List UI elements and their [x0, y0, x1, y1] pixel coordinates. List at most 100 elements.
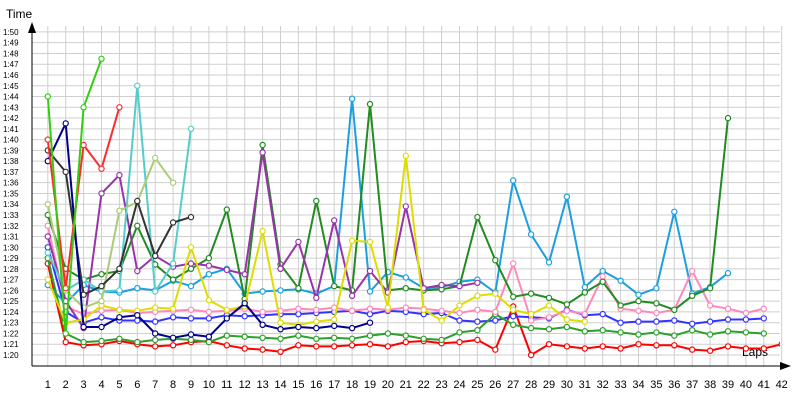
data-point — [724, 328, 732, 335]
y-tick-label: 1:28 — [3, 265, 19, 274]
data-point — [402, 203, 409, 210]
data-point — [492, 346, 499, 353]
y-tick-label: 1:46 — [3, 71, 19, 80]
y-tick-label: 1:22 — [3, 329, 19, 338]
x-tick-label: 25 — [471, 379, 483, 391]
data-point — [545, 314, 553, 321]
y-tick-label: 1:36 — [3, 179, 19, 188]
data-point — [62, 120, 69, 127]
data-point — [44, 93, 52, 100]
data-point — [62, 168, 69, 176]
data-point — [116, 104, 123, 111]
y-tick-label: 1:23 — [3, 319, 19, 328]
data-point — [724, 269, 732, 277]
data-point — [402, 304, 409, 311]
data-point — [706, 318, 714, 325]
data-point — [510, 260, 517, 267]
data-point — [438, 317, 445, 324]
data-point — [134, 197, 141, 205]
y-tick-label: 1:25 — [3, 297, 19, 306]
data-point — [366, 305, 374, 312]
x-tick-label: 24 — [453, 379, 465, 391]
data-point — [653, 318, 660, 325]
data-point — [44, 233, 52, 240]
data-point — [313, 294, 320, 302]
x-tick-label: 33 — [614, 379, 626, 391]
data-point — [205, 308, 213, 316]
data-point — [617, 329, 624, 336]
x-tick-label: 21 — [400, 379, 412, 391]
data-point — [653, 285, 660, 292]
data-point — [259, 149, 266, 156]
data-point — [778, 341, 780, 347]
y-tick-label: 1:30 — [3, 243, 19, 252]
data-point — [653, 300, 660, 307]
data-point — [205, 262, 213, 269]
data-point — [563, 193, 571, 200]
series-12 — [44, 120, 374, 341]
data-point — [134, 312, 141, 319]
y-tick-label: 1:24 — [3, 308, 19, 317]
data-point — [134, 285, 141, 292]
data-point — [438, 307, 445, 314]
x-tick-label: 11 — [221, 379, 232, 391]
data-point — [116, 171, 123, 179]
data-point — [742, 329, 750, 336]
data-point — [760, 345, 768, 352]
y-tick-label: 1:20 — [3, 351, 19, 360]
y-tick-label: 1:47 — [3, 60, 19, 69]
data-point — [116, 265, 123, 272]
series-8 — [44, 152, 589, 328]
x-tick-label: 17 — [328, 379, 340, 391]
y-axis-arrow-icon — [28, 22, 36, 33]
data-point — [44, 136, 52, 143]
data-point — [545, 259, 553, 266]
x-tick-label: 12 — [239, 379, 251, 391]
data-point — [510, 313, 517, 320]
data-point — [151, 318, 159, 325]
data-point — [331, 282, 338, 290]
data-point — [295, 305, 302, 312]
data-point — [724, 305, 732, 312]
data-point — [563, 343, 571, 350]
data-point — [706, 347, 714, 354]
data-point — [187, 315, 195, 322]
x-tick-label: 37 — [686, 379, 698, 391]
data-point — [653, 342, 660, 349]
data-point — [134, 338, 141, 346]
x-tick-label: 6 — [134, 379, 140, 391]
data-point — [80, 104, 87, 111]
data-point — [241, 345, 248, 352]
series-11 — [44, 147, 195, 298]
data-point — [402, 285, 409, 292]
data-point — [456, 282, 463, 290]
data-point — [295, 238, 302, 246]
y-tick-label: 1:32 — [3, 222, 19, 231]
data-point — [492, 257, 499, 264]
data-point — [151, 288, 159, 295]
x-axis-arrow-icon — [780, 362, 791, 370]
data-point — [116, 306, 123, 313]
data-point — [492, 290, 499, 297]
series — [44, 55, 780, 359]
data-point — [62, 285, 69, 292]
data-point — [563, 323, 571, 331]
series-5 — [44, 222, 768, 324]
data-point — [169, 276, 177, 283]
data-point — [635, 297, 642, 305]
data-point — [80, 338, 87, 346]
data-point — [241, 313, 248, 320]
x-tick-label: 8 — [170, 379, 176, 391]
data-point — [241, 271, 248, 278]
data-point — [527, 290, 535, 297]
y-tick-label: 1:44 — [3, 93, 19, 102]
data-point — [689, 292, 696, 299]
data-point — [187, 336, 195, 344]
data-point — [277, 265, 284, 272]
data-point — [492, 317, 499, 324]
data-point — [331, 217, 338, 224]
data-point — [187, 125, 195, 133]
x-tick-label: 35 — [650, 379, 662, 391]
data-point — [151, 336, 159, 344]
x-tick-label: 34 — [632, 379, 644, 391]
